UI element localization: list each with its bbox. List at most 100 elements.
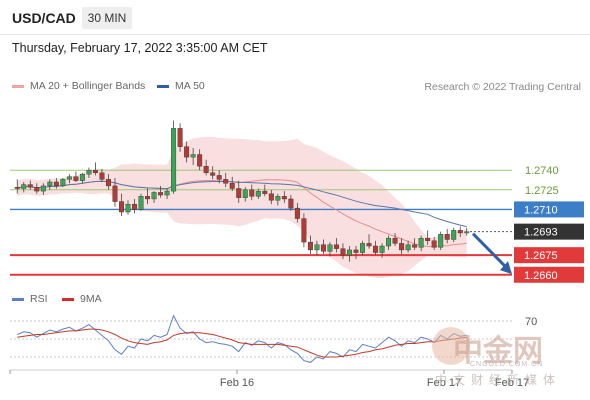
candle-body [347,249,352,256]
symbol-title: USD/CAD [12,10,76,26]
watermark-tagline: 中文财经新媒体 [435,373,562,387]
candle-body [314,244,320,251]
level-label-box-support [514,266,584,283]
candle-body [119,201,124,213]
candle-body [268,193,274,201]
candle-body [210,172,216,176]
ma50-line [17,180,467,228]
candle-body [360,243,365,253]
bollinger-band-layer [17,136,467,279]
candle-body [464,231,470,234]
candle-body [158,192,164,196]
rsi-panel: 70 [10,314,537,363]
candle-body [288,198,294,209]
candle-body [412,244,418,248]
rsi-level-label: 70 [525,316,537,328]
candle-body [105,179,111,187]
legend-ma20-label: MA 20 + Bollinger Bands [30,80,146,92]
candle-body [379,245,385,253]
candle-body [79,173,85,181]
candle-body [203,166,209,174]
candle-body [418,237,424,248]
legend-ma50-swatch [157,84,169,88]
candle-body [197,154,203,167]
candle-body [444,234,450,240]
level-labels-layer: 1.2740 1.2725 1.2710 1.2693 1.2675 1.2660 [514,165,584,283]
legend-9ma-label: 9MA [80,293,102,305]
candle-body [255,190,261,197]
moving-averages-layer [17,179,467,248]
candle-body [438,234,444,248]
candle-body [171,128,177,192]
candle-body [281,196,287,200]
forecast-arrow-layer [471,232,512,275]
level-label-box-pivot [514,201,584,218]
candle-body [242,189,248,198]
candle-body [112,185,118,202]
x-axis: Feb 16 Feb 17 Feb 17 [9,369,529,389]
candle-body [92,169,98,174]
candle-body [353,249,359,253]
candle-body [216,175,222,180]
candle-body [60,179,66,187]
candle-body [53,181,59,187]
legend-rsi-swatch [12,297,24,301]
candle-body [14,186,20,189]
candle-body [27,184,33,188]
candle-body [73,176,79,181]
candle-body [333,244,339,249]
candle-body [229,183,235,189]
header-divider [0,34,590,35]
legend-ma50-label: MA 50 [175,80,205,92]
candle-body [392,237,398,244]
candle-body [34,186,40,192]
candle-body [327,244,333,252]
x-tick-label: Feb 16 [220,377,254,389]
candle-body [151,192,157,200]
level-label-support: 1.2660 [524,270,558,282]
candle-body [177,128,183,147]
candle-body [340,248,346,256]
level-label-resistance: 1.2740 [525,165,559,177]
rsi-line [17,314,467,363]
level-label-resistance: 1.2725 [525,185,559,197]
legend-9ma-swatch [62,297,74,301]
chart-datetime: Thursday, February 17, 2022 3:35:00 AM C… [12,41,268,55]
candle-body [21,184,27,189]
forecast-arrow-head [500,261,512,275]
legend-ma20-swatch [12,84,24,88]
candle-body [399,243,405,251]
rsi-ma-line [17,328,467,358]
level-label-current: 1.2693 [524,227,558,239]
research-credit: Research © 2022 Trading Central [424,81,581,93]
candles-layer [14,120,470,262]
level-label-support: 1.2675 [524,250,558,262]
candle-body [86,169,92,175]
x-tick-label: Feb 17 [427,377,461,389]
bollinger-band [17,136,467,279]
level-label-pivot: 1.2710 [524,204,558,216]
candle-body [138,196,144,210]
legend-ma50: MA 50 [157,80,205,92]
candle-body [320,244,326,252]
candle-body [236,188,242,198]
candle-body [164,190,170,196]
candle-body [125,203,131,213]
timeframe-badge[interactable]: 30 MIN [82,7,132,29]
watermark-logo-icon [432,327,470,365]
candle-body [66,176,72,180]
legend-rsi: RSI [12,293,48,305]
candle-body [405,244,411,251]
candle-body [307,241,313,251]
legend-rsi-label: RSI [30,293,48,305]
x-tick-label: Feb 17 [495,377,529,389]
candle-body [223,179,229,184]
level-label-box-support [514,247,584,264]
candle-body [366,243,372,247]
candle-body [40,185,46,192]
candle-body [386,237,392,247]
candle-body [47,181,53,187]
forecast-arrow-shaft [471,232,509,270]
candle-body [145,196,151,200]
